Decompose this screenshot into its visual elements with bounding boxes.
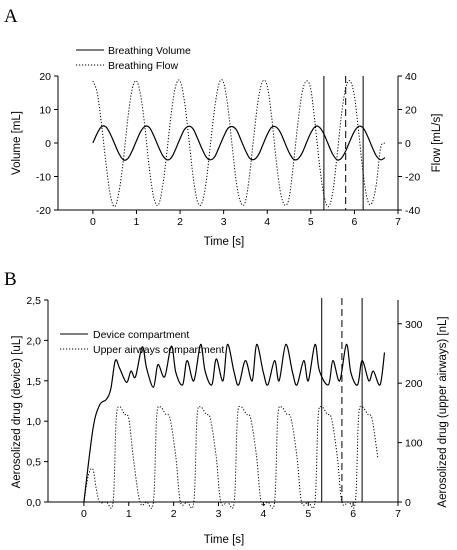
panel-a-xtick-label: 2 (177, 216, 183, 228)
panel-b-xtick-label: 0 (81, 508, 87, 520)
panel-a-xtick-label: 5 (308, 216, 314, 228)
panel-a-xtick-label: 4 (264, 216, 270, 228)
panel-a-y2tick-label: 40 (405, 71, 417, 83)
panel-a-y2tick-label: 0 (405, 138, 411, 150)
panel-a-ylabel-left: Volume [mL] (11, 111, 23, 175)
panel-b-xtick-label: 4 (260, 508, 266, 520)
panel-a-legend-flow: Breathing Flow (108, 60, 178, 72)
panel-a-y2tick-label: -20 (405, 172, 420, 184)
panel-b-xtick-label: 5 (305, 508, 311, 520)
panel-b-xtick-label: 7 (395, 508, 401, 520)
panel-b-ytick-label: 0,0 (26, 497, 41, 509)
panel-b-ytick-label: 1,0 (26, 416, 41, 428)
panel-b-ytick-label: 2,5 (26, 295, 41, 307)
panel-a-xtick-label: 7 (395, 216, 401, 228)
panel-b-y2tick-label: 0 (405, 497, 411, 509)
panel-a-series-0-line (92, 125, 386, 161)
panel-a-y2tick-label: -40 (405, 205, 420, 217)
panel-b-y2tick-label: 100 (405, 438, 423, 450)
panel-b-ytick-label: 0,5 (26, 457, 41, 469)
panel-b-y2tick-label: 200 (405, 378, 423, 390)
panel-a-xtick-label: 1 (134, 216, 140, 228)
panel-b-ytick-label: 1,5 (26, 376, 41, 388)
panel-b-xtick-label: 6 (350, 508, 356, 520)
panel-a-ytick-label: 20 (39, 71, 51, 83)
panel-b-xtick-label: 1 (126, 508, 132, 520)
panel-a-letter: A (4, 6, 18, 27)
panel-a-ytick-label: -10 (36, 172, 51, 184)
panel-a-plot: 0 1 2 3 4 5 6 7 -20 -10 0 10 20 -40 -20 0 20 40 (36, 71, 421, 228)
panel-a-xtick-label: 6 (351, 216, 357, 228)
panel-b-xtick-label: 2 (171, 508, 177, 520)
panel-b-series-0-line (83, 343, 386, 503)
panel-b-legend: Device compartment Upper airways compart… (60, 329, 224, 356)
panel-a-ytick-label: 10 (39, 105, 51, 117)
panel-a-xtick-label: 0 (90, 216, 96, 228)
panel-b-ylabel-right: Aerosolized drug (upper airways) [nL] (437, 316, 449, 507)
panel-a-legend-volume: Breathing Volume (108, 45, 191, 57)
panel-a-legend: Breathing Volume Breathing Flow (76, 45, 191, 72)
panel-b-series-1-line (83, 405, 379, 509)
panel-b-ylabel-left: Aerosolized drug (device) [uL] (11, 336, 23, 489)
panel-a-y2tick-label: 20 (405, 105, 417, 117)
panel-b-ytick-label: 2,0 (26, 335, 41, 347)
panel-b-legend-device: Device compartment (93, 329, 189, 341)
panel-a-ytick-label: -20 (36, 205, 51, 217)
panel-b-xlabel: Time [s] (204, 534, 244, 546)
panel-a-series-1-line (92, 79, 386, 208)
panel-a-ylabel-right: Flow [mL/s] (431, 114, 443, 173)
panel-b-legend-airways: Upper airways compartment (93, 344, 224, 356)
panel-a-ytick-label: 0 (45, 138, 51, 150)
panel-b-xtick-label: 3 (216, 508, 222, 520)
panel-b-letter: B (4, 269, 17, 290)
panel-b-y2tick-label: 300 (405, 319, 423, 331)
panel-a-xtick-label: 3 (221, 216, 227, 228)
panel-a-xlabel: Time [s] (204, 236, 244, 248)
panel-b-plot: 0 1 2 3 4 5 6 7 0,0 0,5 1,0 1,5 2,0 2,5 0 100 200 300 (26, 295, 422, 520)
